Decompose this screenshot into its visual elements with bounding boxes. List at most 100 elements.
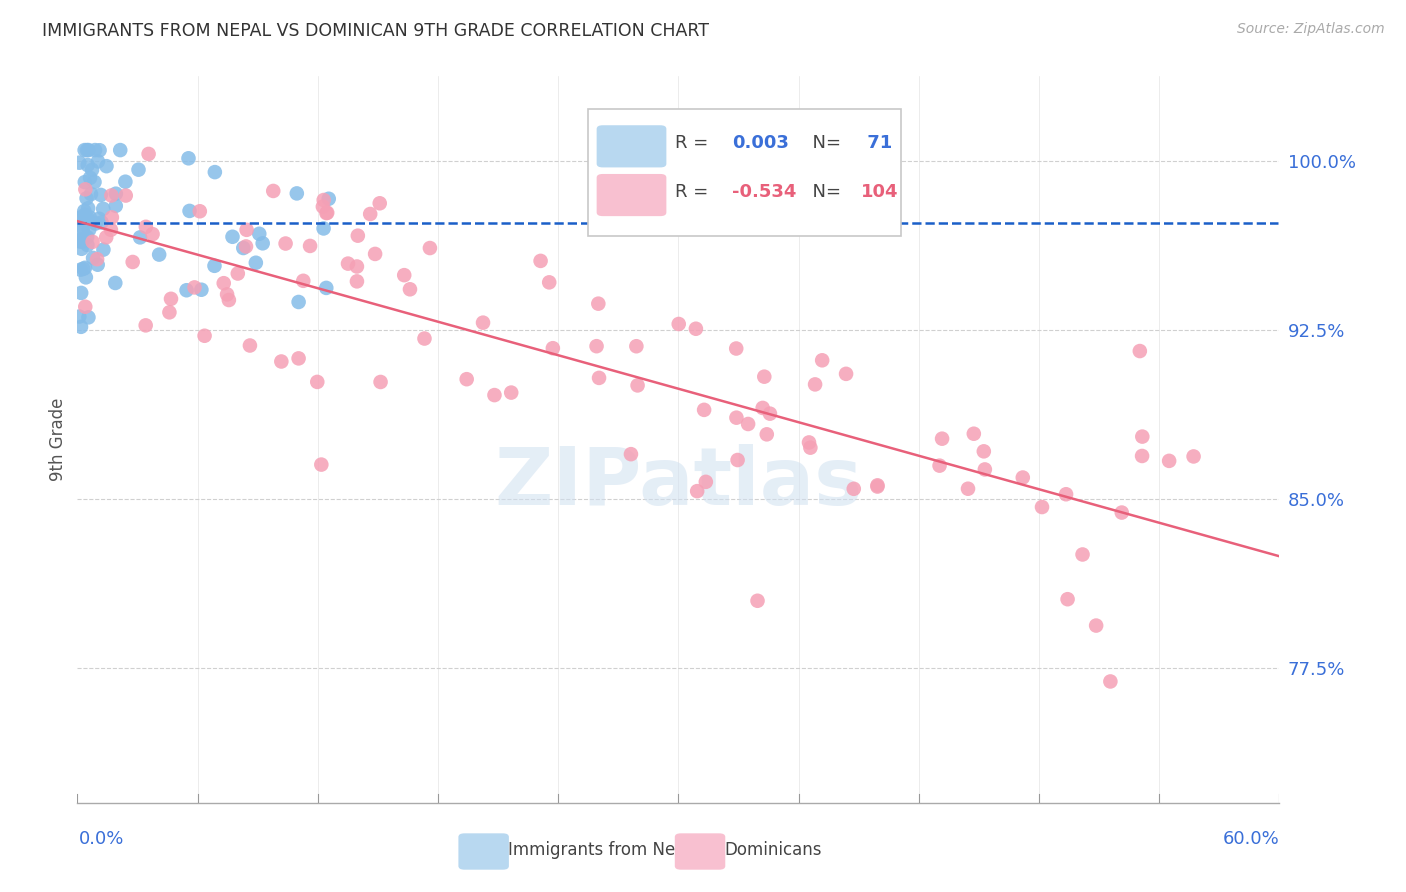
Point — [69, 211, 91, 225]
Point — [315, 281, 337, 295]
Point — [368, 196, 391, 211]
Point — [86, 258, 108, 272]
Point — [292, 274, 315, 288]
Point — [76, 238, 98, 252]
Point — [347, 228, 370, 243]
Point — [747, 594, 769, 608]
Point — [973, 462, 995, 476]
Point — [76, 158, 98, 172]
Point — [1056, 592, 1078, 607]
Point — [235, 239, 257, 253]
Point — [142, 227, 165, 241]
Point — [121, 255, 143, 269]
Point — [128, 162, 150, 177]
Point — [72, 261, 94, 276]
Point — [77, 223, 100, 237]
Point — [93, 243, 115, 257]
Point — [973, 444, 995, 458]
Point — [725, 410, 748, 425]
Point — [183, 280, 205, 294]
Point — [188, 204, 211, 219]
Point — [104, 276, 127, 290]
FancyBboxPatch shape — [675, 833, 725, 870]
Point — [100, 188, 122, 202]
Point — [737, 417, 759, 431]
Point — [190, 283, 212, 297]
Point — [541, 341, 564, 355]
Point — [695, 475, 717, 489]
Point — [247, 227, 270, 241]
Point — [80, 162, 103, 177]
Point — [1085, 618, 1108, 632]
Point — [835, 367, 858, 381]
Point — [104, 199, 127, 213]
Text: R =: R = — [675, 183, 714, 201]
FancyBboxPatch shape — [588, 109, 901, 235]
Point — [77, 310, 100, 325]
Point — [204, 165, 226, 179]
FancyBboxPatch shape — [596, 174, 666, 216]
Point — [456, 372, 478, 386]
Point — [96, 159, 118, 173]
Point — [72, 235, 94, 249]
Point — [75, 182, 97, 196]
Point — [811, 353, 834, 368]
Point — [1129, 344, 1152, 359]
Point — [67, 310, 90, 324]
Point — [1130, 449, 1153, 463]
Point — [1031, 500, 1053, 514]
Point — [79, 211, 101, 225]
Point — [797, 435, 820, 450]
Point — [346, 274, 368, 288]
Point — [76, 191, 98, 205]
Point — [307, 375, 329, 389]
Point — [312, 200, 335, 214]
Point — [110, 143, 132, 157]
Point — [346, 260, 368, 274]
Point — [842, 482, 865, 496]
Point — [316, 205, 339, 219]
Point — [318, 192, 340, 206]
Point — [135, 318, 157, 333]
Point — [245, 256, 267, 270]
Point — [87, 211, 110, 226]
Point — [84, 143, 107, 157]
Point — [239, 338, 262, 352]
Point — [217, 287, 239, 301]
Point — [72, 220, 94, 235]
Point — [529, 253, 551, 268]
Point — [588, 371, 610, 385]
FancyBboxPatch shape — [458, 833, 509, 870]
Point — [799, 441, 821, 455]
Point — [73, 175, 96, 189]
Text: Dominicans: Dominicans — [724, 841, 821, 859]
Point — [359, 207, 381, 221]
Point — [312, 193, 335, 207]
Point — [931, 432, 953, 446]
Text: 60.0%: 60.0% — [1223, 830, 1279, 847]
Point — [956, 482, 979, 496]
Text: Immigrants from Nepal: Immigrants from Nepal — [508, 841, 700, 859]
Point — [501, 385, 523, 400]
Point — [538, 276, 561, 290]
Point — [299, 239, 322, 253]
Point — [472, 316, 495, 330]
Point — [727, 453, 749, 467]
Point — [104, 186, 127, 201]
Point — [419, 241, 441, 255]
Point — [626, 378, 648, 392]
Text: 0.003: 0.003 — [733, 135, 789, 153]
Point — [866, 478, 889, 492]
Point — [668, 317, 690, 331]
Point — [100, 223, 122, 237]
Point — [262, 184, 284, 198]
Point — [157, 305, 180, 319]
Point — [135, 219, 157, 234]
Point — [1182, 450, 1205, 464]
Point — [394, 268, 416, 282]
Point — [620, 447, 643, 461]
Text: ZIPatlas: ZIPatlas — [495, 444, 862, 522]
Point — [693, 402, 716, 417]
Point — [928, 458, 950, 473]
Point — [67, 233, 90, 247]
